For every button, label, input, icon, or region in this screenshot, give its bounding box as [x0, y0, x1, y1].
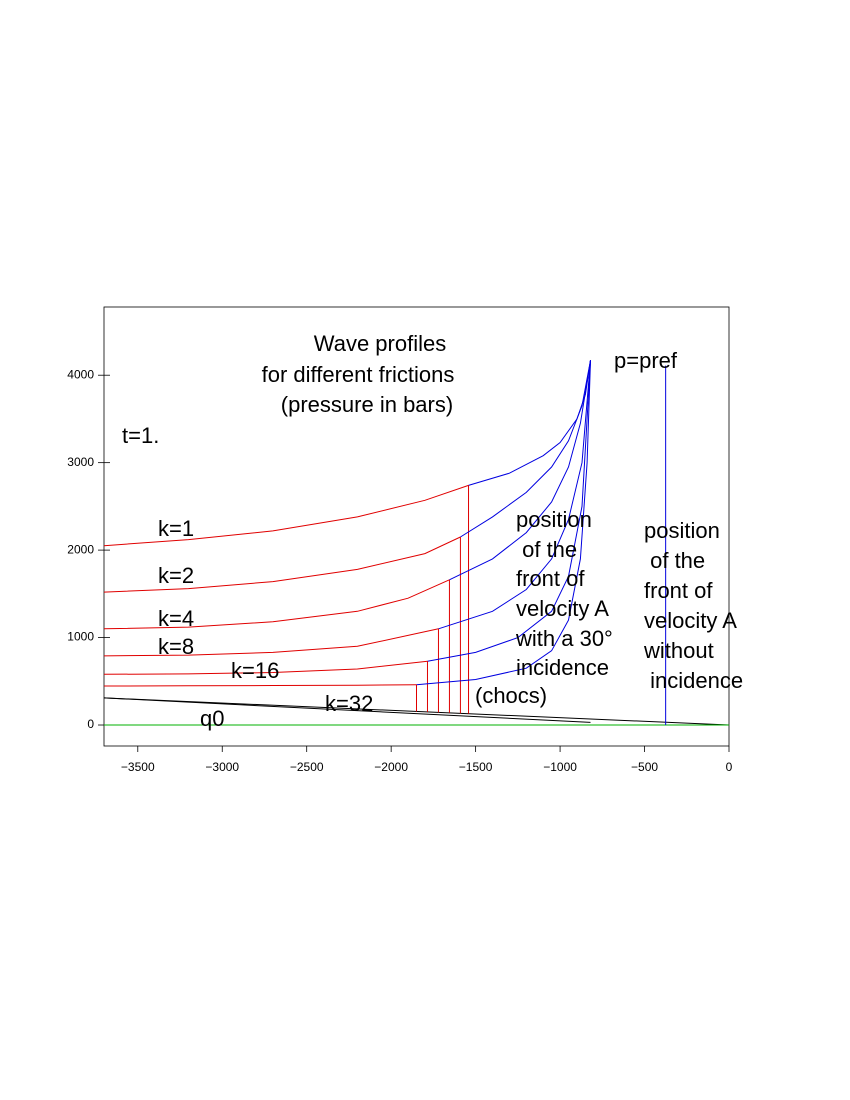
- profile-before-front: [103, 660, 428, 675]
- pref-label: p=pref: [614, 348, 678, 373]
- y-tick-label: 1000: [67, 630, 94, 644]
- series-label: k=8: [158, 634, 194, 659]
- x-tick-label: −1500: [459, 760, 493, 774]
- series-label: k=1: [158, 516, 194, 541]
- profile-after-front: [460, 360, 591, 538]
- y-tick-label: 2000: [67, 542, 94, 556]
- annotation: (chocs): [475, 683, 547, 708]
- profile-before-front: [103, 484, 469, 547]
- x-tick-label: −3000: [205, 760, 239, 774]
- time-label: t=1.: [122, 423, 159, 448]
- annotation: front of: [644, 578, 713, 603]
- annotation: incidence: [516, 655, 609, 680]
- annotation: of the: [644, 548, 705, 573]
- annotation: front of: [516, 566, 585, 591]
- series-label: k=4: [158, 606, 194, 631]
- x-tick-label: −2500: [290, 760, 324, 774]
- profile-after-front: [427, 360, 591, 662]
- y-tick-label: 4000: [67, 367, 94, 381]
- y-tick-label: 0: [87, 717, 94, 731]
- x-tick-label: −3500: [121, 760, 155, 774]
- chart-title: (pressure in bars): [281, 392, 453, 417]
- annotation: with a 30°: [515, 626, 613, 651]
- line: [103, 697, 591, 723]
- baseline-label: q0: [200, 706, 224, 731]
- annotation: position: [644, 518, 720, 543]
- annotation: incidence: [644, 668, 743, 693]
- x-tick-label: 0: [726, 760, 733, 774]
- chart-title: for different frictions: [262, 362, 455, 387]
- chart-title: Wave profiles: [314, 331, 446, 356]
- profile-before-front: [103, 579, 450, 630]
- profile-after-front: [416, 360, 591, 686]
- x-tick-label: −1000: [543, 760, 577, 774]
- profile-after-front: [438, 360, 591, 630]
- y-tick-label: 3000: [67, 455, 94, 469]
- annotation: velocity A: [516, 596, 609, 621]
- x-tick-label: −2000: [374, 760, 408, 774]
- series-label: k=2: [158, 563, 194, 588]
- annotation: position: [516, 507, 592, 532]
- profile-before-front: [103, 684, 417, 687]
- annotation: of the: [516, 537, 577, 562]
- x-tick-label: −500: [631, 760, 658, 774]
- plot-frame: [103, 306, 730, 747]
- profile-before-front: [103, 628, 439, 657]
- annotation: velocity A: [644, 608, 737, 633]
- series-label: k=32: [325, 691, 373, 716]
- annotation: without: [643, 638, 714, 663]
- profile-after-front: [449, 360, 591, 581]
- profile-before-front: [103, 536, 461, 593]
- series-label: k=16: [231, 658, 279, 683]
